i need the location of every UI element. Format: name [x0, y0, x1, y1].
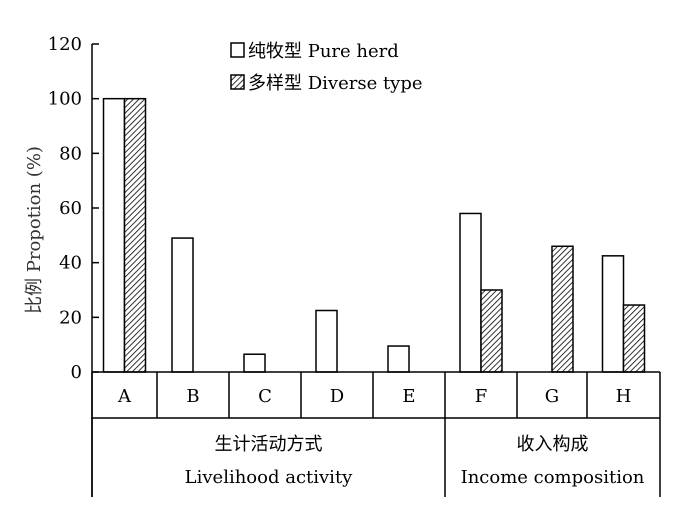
bar-B-pure-herd	[171, 237, 194, 373]
category-label-F: F	[475, 386, 488, 407]
bar-F-diverse-type	[480, 289, 503, 373]
bar-D-pure-herd	[315, 309, 338, 373]
group-label-en-1: Income composition	[461, 467, 645, 488]
y-tick-label-100: 100	[48, 89, 82, 110]
group-labels: 生计活动方式 Livelihood activity 收入构成 Income comp…	[185, 434, 645, 488]
bar-A-pure-herd	[102, 97, 126, 373]
category-label-A: A	[117, 386, 132, 407]
bar-G-diverse-type	[551, 245, 574, 373]
bars	[102, 97, 646, 373]
legend-swatch-pure-herd	[230, 42, 245, 58]
category-label-H: H	[616, 386, 632, 407]
y-tick-label-60: 60	[59, 198, 82, 219]
category-label-E: E	[402, 386, 415, 407]
legend: 纯牧型 Pure herd 多样型 Diverse type	[230, 41, 423, 94]
legend-swatch-diverse-type	[230, 74, 245, 90]
axes	[91, 44, 661, 497]
bar-C-pure-herd	[243, 353, 266, 373]
category-label-G: G	[545, 386, 559, 407]
y-tick-label-0: 0	[71, 362, 82, 383]
group-label-en-0: Livelihood activity	[185, 467, 354, 488]
bar-A-diverse-type	[123, 97, 147, 373]
y-tick-label-120: 120	[48, 34, 82, 55]
y-tick-label-80: 80	[59, 143, 82, 164]
category-label-B: B	[186, 386, 199, 407]
y-ticks: 0 20 40 60 80 100 120	[48, 34, 99, 383]
y-axis-title: 比例 Propotion (%)	[24, 146, 45, 314]
legend-label-diverse-type: 多样型 Diverse type	[248, 73, 423, 94]
bar-F-pure-herd	[459, 212, 482, 373]
group-label-cn-0: 生计活动方式	[215, 434, 323, 455]
bar-H-pure-herd	[601, 255, 625, 373]
category-labels: A B C D E F G H	[117, 386, 631, 407]
category-label-C: C	[258, 386, 272, 407]
y-tick-label-40: 40	[59, 253, 82, 274]
category-label-D: D	[330, 386, 344, 407]
y-tick-label-20: 20	[59, 307, 82, 328]
bar-H-diverse-type	[622, 304, 646, 373]
bar-E-pure-herd	[387, 345, 410, 373]
group-label-cn-1: 收入构成	[517, 434, 589, 455]
legend-label-pure-herd: 纯牧型 Pure herd	[248, 41, 399, 62]
